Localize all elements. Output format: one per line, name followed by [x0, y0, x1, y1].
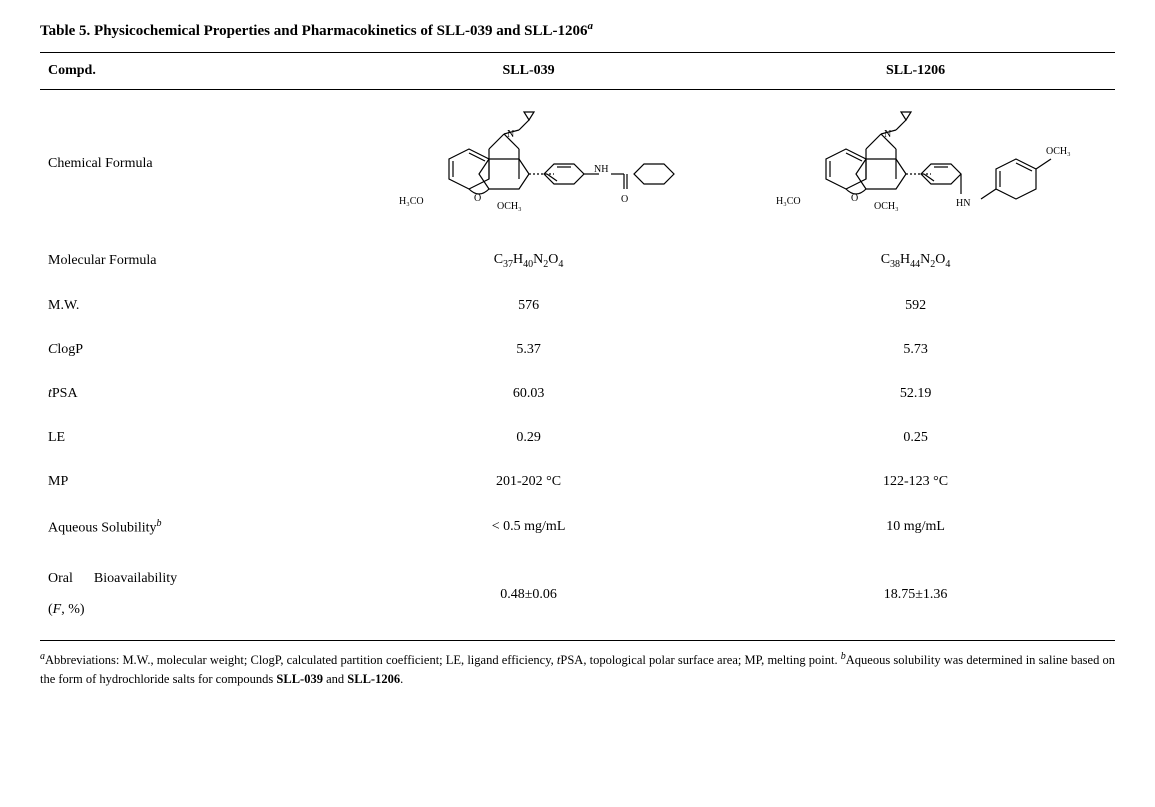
row-label-clogp: ClogP	[40, 328, 341, 372]
och3-label-2: OCH₃	[1046, 146, 1071, 157]
table-row: ClogP 5.37 5.73	[40, 328, 1115, 372]
table-row: Aqueous Solubilityb < 0.5 mg/mL 10 mg/mL	[40, 504, 1115, 551]
molformula-sll1206: C38H44N2O4	[716, 238, 1115, 284]
structure-svg-sll039: N H₃CO OCH₃ O NH O	[349, 104, 708, 224]
clogp-sll1206: 5.73	[716, 328, 1115, 372]
mw-sll1206: 592	[716, 284, 1115, 328]
nh-label: NH	[594, 164, 608, 175]
row-label-oralbio: Oral Bioavailability (F, %)	[40, 550, 341, 640]
title-superscript: a	[588, 20, 594, 32]
table-row: Oral Bioavailability (F, %) 0.48±0.06 18…	[40, 550, 1115, 640]
h3co-label: H₃CO	[776, 196, 801, 207]
chem-structure-sll1206: N H₃CO OCH₃ O HN OCH₃	[716, 90, 1115, 239]
table-row: M.W. 576 592	[40, 284, 1115, 328]
table-title: Table 5. Physicochemical Properties and …	[40, 20, 1115, 40]
row-label-tpsa: tPSA	[40, 372, 341, 416]
row-label-chemformula: Chemical Formula	[40, 90, 341, 239]
table-footnote: aAbbreviations: M.W., molecular weight; …	[40, 649, 1115, 689]
col-header-sll039: SLL-039	[341, 53, 716, 90]
col-header-sll1206: SLL-1206	[716, 53, 1115, 90]
och3-label: OCH₃	[497, 201, 522, 212]
oralbio-sll1206: 18.75±1.36	[716, 550, 1115, 640]
o-label: O	[851, 193, 858, 204]
le-sll039: 0.29	[341, 416, 716, 460]
footnote-a-text: Abbreviations: M.W., molecular weight; C…	[45, 653, 557, 667]
table-row: MP 201-202 °C 122-123 °C	[40, 460, 1115, 504]
hn-label: HN	[956, 198, 970, 209]
col-header-compd: Compd.	[40, 53, 341, 90]
structure-svg-sll1206: N H₃CO OCH₃ O HN OCH₃	[724, 104, 1107, 224]
row-label-aqsol: Aqueous Solubilityb	[40, 504, 341, 551]
mp-sll1206: 122-123 °C	[716, 460, 1115, 504]
row-label-molformula: Molecular Formula	[40, 238, 341, 284]
clogp-sll039: 5.37	[341, 328, 716, 372]
tpsa-sll1206: 52.19	[716, 372, 1115, 416]
row-label-le: LE	[40, 416, 341, 460]
aqsol-sll1206: 10 mg/mL	[716, 504, 1115, 551]
table-row: Molecular Formula C37H40N2O4 C38H44N2O4	[40, 238, 1115, 284]
o-label: O	[474, 193, 481, 204]
title-text: Table 5. Physicochemical Properties and …	[40, 23, 588, 39]
n-label: N	[884, 129, 891, 140]
table-header-row: Compd. SLL-039 SLL-1206	[40, 53, 1115, 90]
properties-table: Compd. SLL-039 SLL-1206 Chemical Formula	[40, 52, 1115, 641]
o-carbonyl-label: O	[621, 194, 628, 205]
le-sll1206: 0.25	[716, 416, 1115, 460]
och3-label: OCH₃	[874, 201, 899, 212]
oralbio-sll039: 0.48±0.06	[341, 550, 716, 640]
n-label: N	[507, 129, 514, 140]
table-row: LE 0.29 0.25	[40, 416, 1115, 460]
molformula-sll039: C37H40N2O4	[341, 238, 716, 284]
mw-sll039: 576	[341, 284, 716, 328]
table-row: Chemical Formula	[40, 90, 1115, 239]
tpsa-sll039: 60.03	[341, 372, 716, 416]
row-label-mw: M.W.	[40, 284, 341, 328]
aqsol-sll039: < 0.5 mg/mL	[341, 504, 716, 551]
mp-sll039: 201-202 °C	[341, 460, 716, 504]
table-row: tPSA 60.03 52.19	[40, 372, 1115, 416]
row-label-mp: MP	[40, 460, 341, 504]
chem-structure-sll039: N H₃CO OCH₃ O NH O	[341, 90, 716, 239]
h3co-label: H₃CO	[399, 196, 424, 207]
